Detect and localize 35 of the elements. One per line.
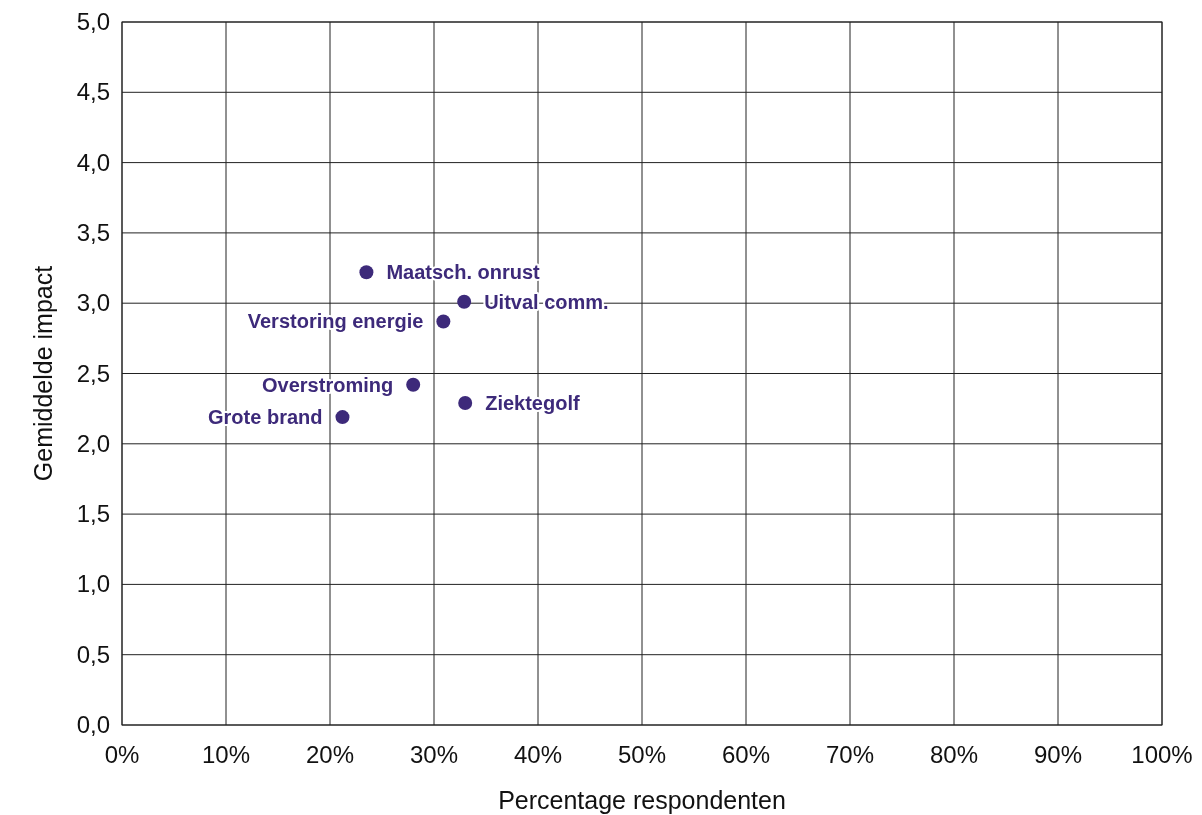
x-tick-label: 0% <box>104 741 140 768</box>
y-tick-label: 2,0 <box>76 429 110 457</box>
annotation: Verstoring energie <box>247 310 424 333</box>
y-tick-label: 4,5 <box>76 78 110 106</box>
x-tick-label: 60% <box>721 741 771 768</box>
x-tick-label: 80% <box>929 741 979 768</box>
annotation: Ziektegolf <box>485 392 580 415</box>
x-tick-label: 10% <box>201 741 251 768</box>
x-tick-label: 70% <box>825 741 875 768</box>
x-tick-label: 50% <box>617 741 667 768</box>
y-tick-label: 1,5 <box>76 500 110 528</box>
x-tick-label: 20% <box>305 741 355 768</box>
x-tick-label: 100% <box>1131 741 1193 768</box>
y-tick-label: 1,0 <box>76 570 110 598</box>
y-axis-title: Gemiddelde impact <box>29 265 57 482</box>
point <box>458 396 473 411</box>
y-tick-label: 4,0 <box>76 148 110 176</box>
annotation: Grote brand <box>208 406 323 429</box>
annotation: Maatsch. onrust <box>386 261 541 284</box>
x-tick-label: 90% <box>1033 741 1083 768</box>
y-tick-label: 0,0 <box>76 711 110 738</box>
point <box>457 294 472 309</box>
y-tick-label: 2,5 <box>76 359 110 387</box>
y-tick-label: 0,5 <box>76 640 110 668</box>
point <box>335 410 350 425</box>
y-tick-label: 5,0 <box>76 8 110 35</box>
x-tick-label: 40% <box>513 741 563 768</box>
point <box>359 265 374 280</box>
y-tick-label: 3,5 <box>76 218 110 246</box>
y-tick-label: 3,0 <box>76 289 110 317</box>
annotation: Overstroming <box>262 373 394 396</box>
point <box>436 314 451 329</box>
point <box>406 377 421 392</box>
x-axis-title: Percentage respondenten <box>498 786 786 814</box>
x-tick-label: 30% <box>409 741 459 768</box>
